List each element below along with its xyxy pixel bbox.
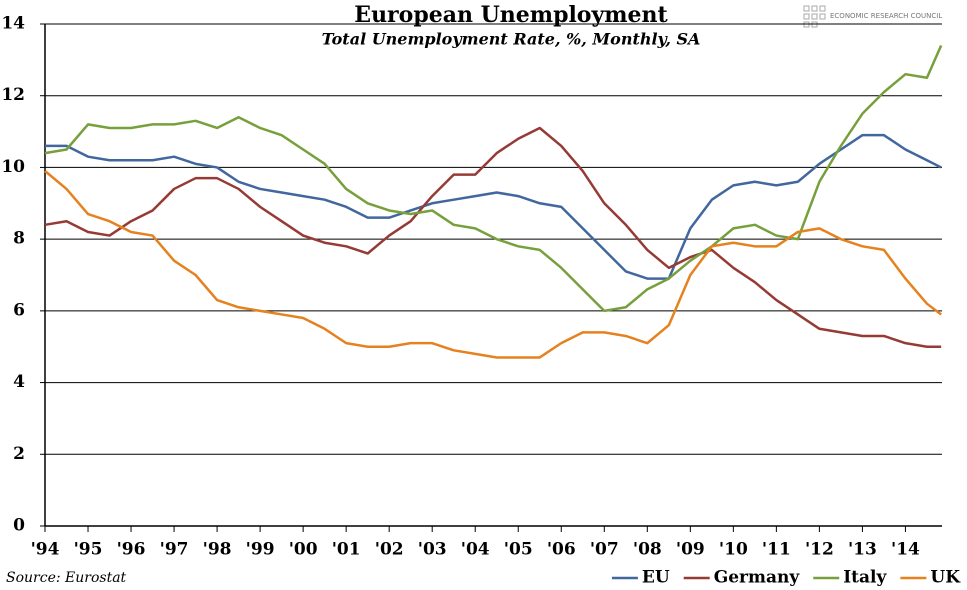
x-tick-label: '02 — [375, 540, 404, 560]
y-tick-label: 2 — [13, 444, 25, 464]
series-line — [45, 133, 942, 280]
x-tick-label: '01 — [332, 540, 361, 560]
series-line — [44, 45, 943, 313]
x-tick-label: '98 — [203, 540, 232, 560]
x-tick-label: '14 — [891, 540, 920, 560]
x-tick-label: '11 — [762, 540, 791, 560]
y-tick-label: 10 — [1, 157, 25, 177]
x-tick-label: '09 — [676, 540, 705, 560]
x-tick-label: '04 — [461, 540, 490, 560]
legend-label: Italy — [843, 568, 887, 588]
x-tick-label: '10 — [719, 540, 748, 560]
y-tick-label: 14 — [1, 14, 25, 34]
x-tick-label: '97 — [160, 540, 189, 560]
series-line — [44, 126, 942, 348]
chart-subtitle: Total Unemployment Rate, %, Monthly, SA — [322, 30, 701, 49]
legend-label: UK — [930, 568, 961, 588]
x-tick-label: '05 — [504, 540, 533, 560]
series-line — [44, 170, 942, 359]
x-tick-label: '94 — [31, 540, 60, 560]
x-tick-label: '99 — [246, 540, 275, 560]
legend-label: EU — [642, 568, 670, 588]
x-tick-label: '06 — [547, 540, 576, 560]
x-tick-label: '03 — [418, 540, 447, 560]
x-tick-label: '96 — [117, 540, 146, 560]
x-tick-label: '07 — [590, 540, 619, 560]
y-tick-label: 6 — [13, 300, 25, 320]
y-tick-label: 4 — [13, 372, 25, 392]
x-tick-label: '08 — [633, 540, 662, 560]
x-tick-label: '95 — [74, 540, 103, 560]
legend-label: Germany — [714, 568, 801, 588]
x-tick-label: '00 — [289, 540, 318, 560]
y-tick-label: 8 — [13, 229, 25, 249]
source-note: Source: Eurostat — [6, 570, 127, 586]
y-tick-label: 0 — [13, 516, 25, 536]
x-tick-label: '12 — [805, 540, 834, 560]
x-tick-label: '13 — [848, 540, 877, 560]
logo-text: ECONOMIC RESEARCH COUNCIL — [830, 12, 942, 20]
y-tick-label: 12 — [1, 85, 25, 105]
